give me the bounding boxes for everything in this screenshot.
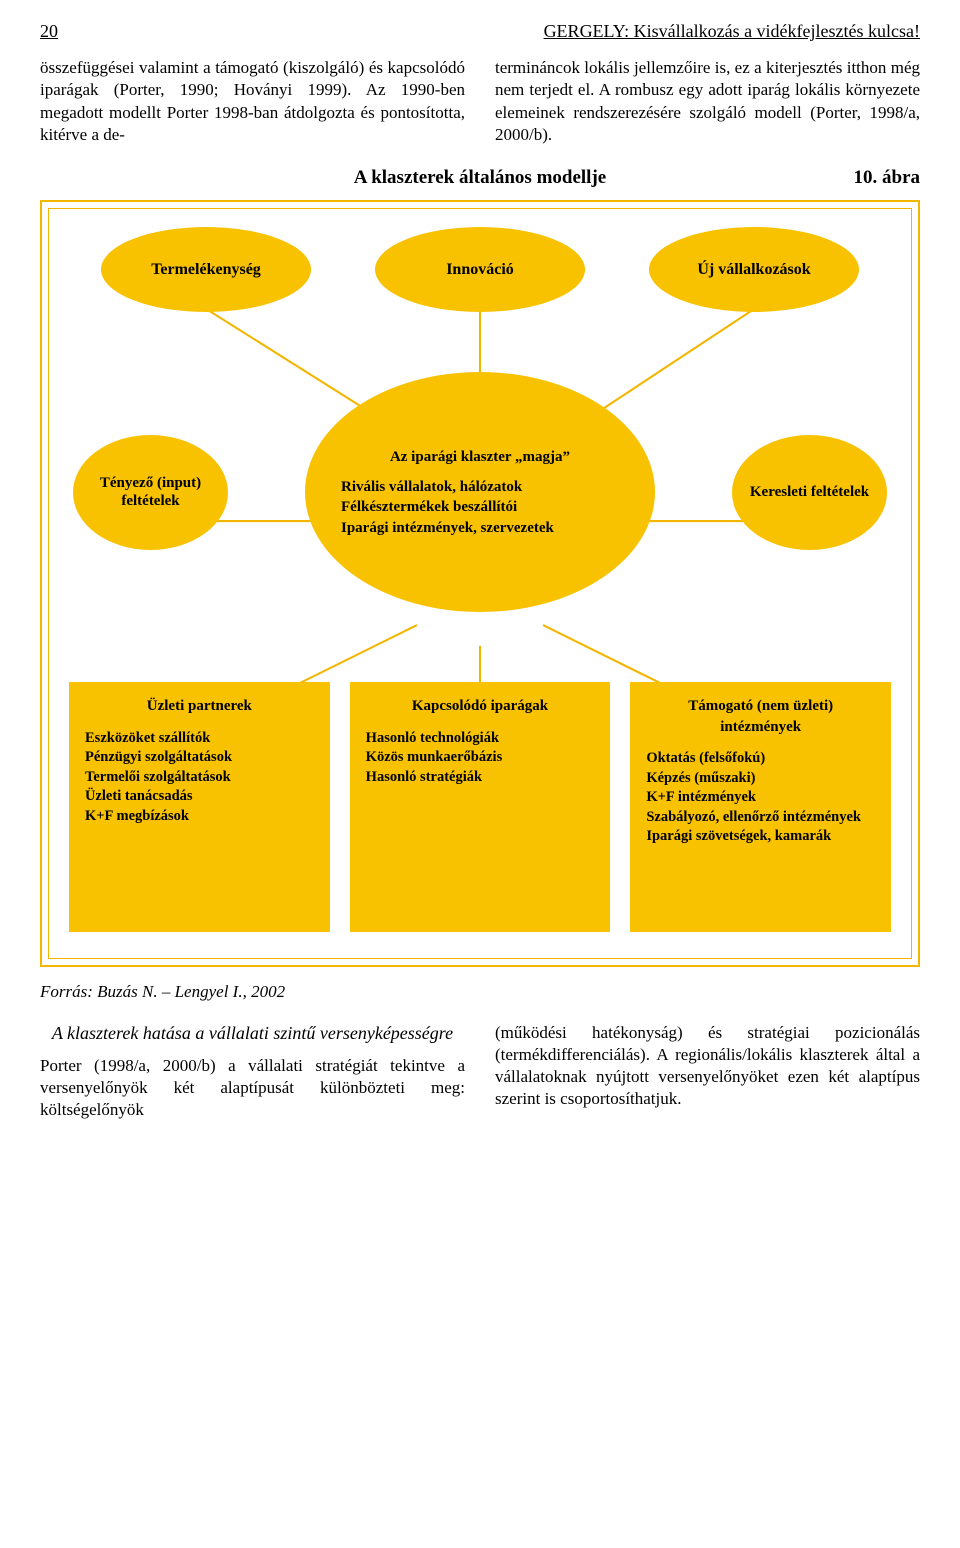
outro-left-text: Porter (1998/a, 2000/b) a vállalati stra… bbox=[40, 1055, 465, 1121]
figure-caption-row: A klaszterek általános modellje 10. ábra bbox=[40, 166, 920, 191]
node-demand-conditions: Keresleti feltételek bbox=[732, 435, 887, 550]
box-related-industries: Kapcsolódó iparágak Hasonló technológiák… bbox=[350, 682, 611, 932]
outro-right-text: (működési hatékonyság) és stratégiai poz… bbox=[495, 1022, 920, 1110]
cluster-core-title: Az iparági klaszter „magja” bbox=[341, 447, 619, 467]
diagram-frame-inner: Termelékenység Innováció Új vállalkozáso… bbox=[48, 208, 912, 959]
box-related-industries-title: Kapcsolódó iparágak bbox=[366, 696, 595, 716]
intro-columns: összefüggései valamint a támogató (kiszo… bbox=[40, 57, 920, 145]
diagram-mid-row: Tényező (input) feltételek Az iparági kl… bbox=[69, 322, 891, 662]
box-business-partners-title: Üzleti partnerek bbox=[85, 696, 314, 716]
box-supporting-institutions-title: Támogató (nem üzleti) intézmények bbox=[646, 696, 875, 737]
node-input-conditions: Tényező (input) feltételek bbox=[73, 435, 228, 550]
figure-source: Forrás: Buzás N. – Lengyel I., 2002 bbox=[40, 981, 920, 1003]
box-business-partners-body: Eszközöket szállítókPénzügyi szolgáltatá… bbox=[85, 729, 314, 827]
outro-subtitle: A klaszterek hatása a vállalati szintű v… bbox=[40, 1022, 465, 1045]
node-innovation: Innováció bbox=[375, 227, 585, 312]
diagram-frame-outer: Termelékenység Innováció Új vállalkozáso… bbox=[40, 200, 920, 967]
page-number: 20 bbox=[40, 20, 58, 43]
box-related-industries-body: Hasonló technológiákKözös munkaerőbázisH… bbox=[366, 729, 595, 788]
diagram-mid-row-wrap: Tényező (input) feltételek Az iparági kl… bbox=[69, 322, 891, 662]
node-new-ventures: Új vállalkozások bbox=[649, 227, 859, 312]
diagram-bottom-row: Üzleti partnerek Eszközöket szállítókPén… bbox=[69, 682, 891, 932]
running-title: GERGELY: Kisvállalkozás a vidékfejleszté… bbox=[544, 20, 920, 43]
cluster-core-body: Rivális vállalatok, hálózatokFélkészterm… bbox=[341, 477, 554, 538]
box-business-partners: Üzleti partnerek Eszközöket szállítókPén… bbox=[69, 682, 330, 932]
node-productivity: Termelékenység bbox=[101, 227, 311, 312]
intro-left-text: összefüggései valamint a támogató (kiszo… bbox=[40, 57, 465, 145]
outro-columns: A klaszterek hatása a vállalati szintű v… bbox=[40, 1022, 920, 1122]
diagram-top-row: Termelékenység Innováció Új vállalkozáso… bbox=[69, 227, 891, 312]
box-supporting-institutions-body: Oktatás (felsőfokú)Képzés (műszaki)K+F i… bbox=[646, 749, 875, 847]
running-header: 20 GERGELY: Kisvállalkozás a vidékfejles… bbox=[40, 20, 920, 43]
intro-right-text: terminánсok lokális jellemzőire is, ez a… bbox=[495, 57, 920, 145]
node-cluster-core: Az iparági klaszter „magja” Rivális váll… bbox=[305, 372, 655, 612]
box-supporting-institutions: Támogató (nem üzleti) intézmények Oktatá… bbox=[630, 682, 891, 932]
figure-number: 10. ábra bbox=[810, 166, 920, 191]
figure-title: A klaszterek általános modellje bbox=[150, 166, 810, 191]
